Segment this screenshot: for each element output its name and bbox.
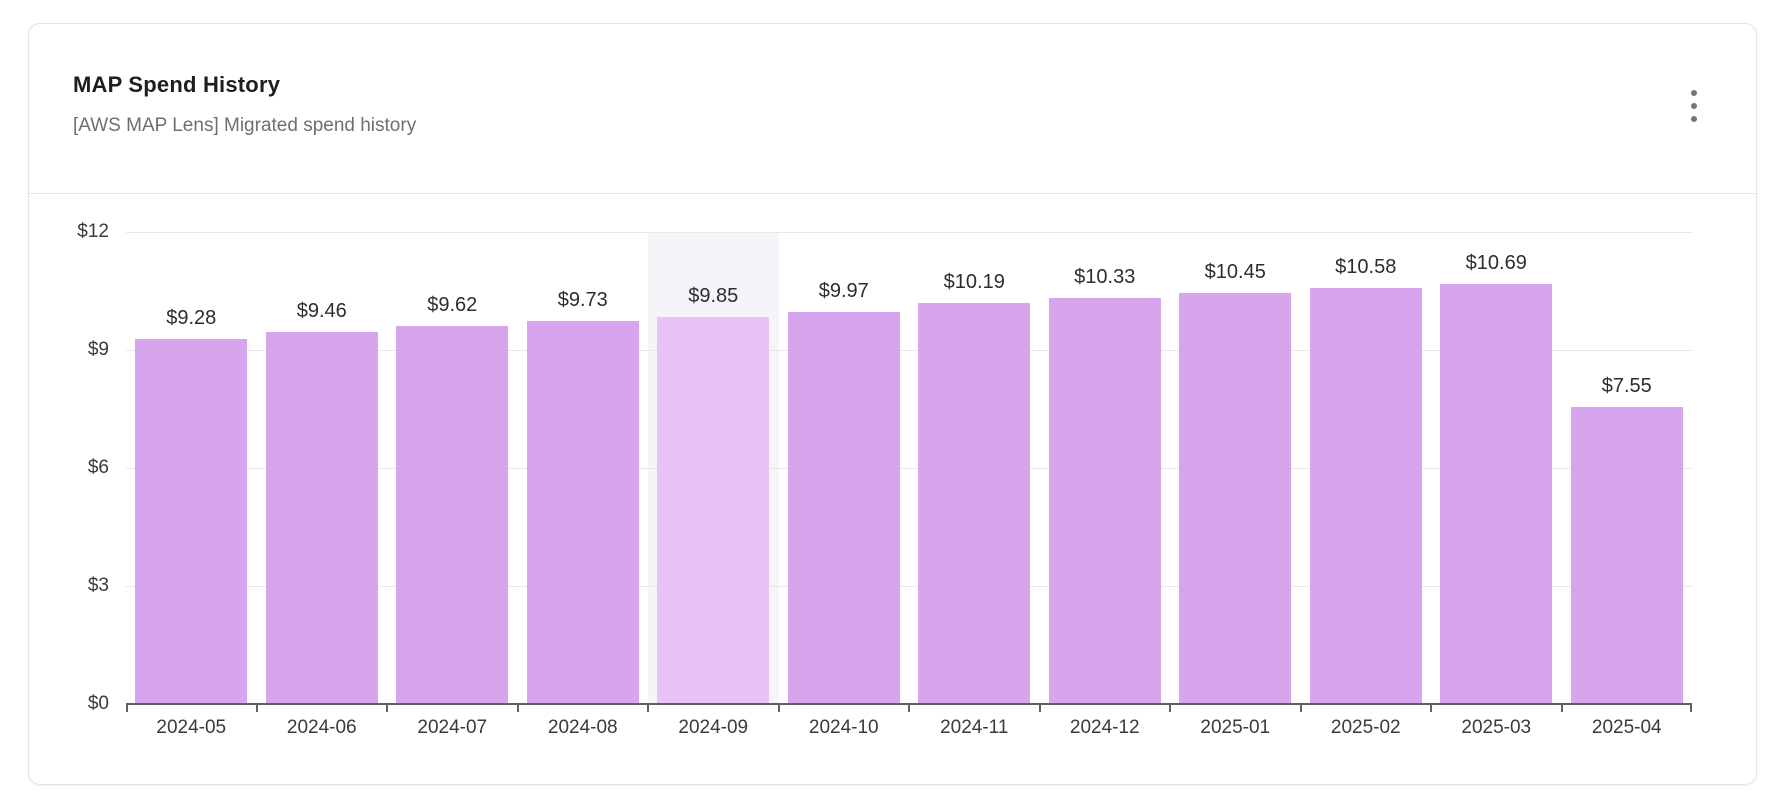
x-axis-label-2024-08: 2024-08 bbox=[547, 717, 618, 738]
x-axis-label-2024-07: 2024-07 bbox=[417, 717, 488, 738]
spend-history-bar-chart: $0 $3 $6 $9 $12 $9.28 2024-05 $9.46 2024-06 $9.62… bbox=[29, 24, 1756, 784]
card-title: MAP Spend History bbox=[73, 72, 281, 97]
bar-2024-09[interactable] bbox=[657, 316, 770, 704]
bar-2024-10[interactable] bbox=[787, 311, 900, 704]
x-axis-tick bbox=[255, 704, 258, 712]
x-axis-tick bbox=[516, 704, 519, 712]
x-axis-label-2024-10: 2024-10 bbox=[808, 717, 879, 738]
bar-2024-12[interactable] bbox=[1048, 297, 1161, 704]
gridline-$9 bbox=[126, 349, 1692, 351]
x-axis-tick bbox=[1690, 704, 1692, 712]
gridline-$3 bbox=[126, 585, 1692, 587]
bar-2024-08[interactable] bbox=[526, 321, 639, 704]
bar-value-label-2024-06: $9.46 bbox=[296, 299, 347, 322]
bar-2025-02[interactable] bbox=[1309, 287, 1422, 704]
x-axis-label-2025-01: 2025-01 bbox=[1200, 717, 1271, 738]
x-axis-label-2024-12: 2024-12 bbox=[1069, 717, 1140, 738]
bar-2025-04[interactable] bbox=[1570, 407, 1683, 704]
bar-2024-07[interactable] bbox=[396, 325, 509, 704]
bar-value-label-2025-01: $10.45 bbox=[1204, 260, 1266, 283]
bar-value-label-2024-11: $10.19 bbox=[943, 271, 1005, 294]
map-spend-history-card: MAP Spend History [AWS MAP Lens] Migrate… bbox=[28, 23, 1757, 785]
bar-value-label-2025-02: $10.58 bbox=[1335, 255, 1397, 278]
bar-2024-05[interactable] bbox=[135, 338, 248, 704]
x-axis-tick bbox=[1299, 704, 1302, 712]
x-axis-tick bbox=[908, 704, 910, 712]
x-axis-tick bbox=[386, 704, 388, 712]
kebab-menu-icon bbox=[1691, 116, 1697, 122]
kebab-menu-button[interactable] bbox=[1672, 82, 1716, 130]
kebab-menu-icon bbox=[1691, 103, 1697, 109]
bar-2024-11[interactable] bbox=[918, 303, 1031, 704]
x-axis-label-2024-11: 2024-11 bbox=[940, 717, 1009, 738]
x-axis-tick bbox=[1169, 704, 1171, 712]
bar-value-label-2025-04: $7.55 bbox=[1601, 375, 1652, 398]
bar-2025-01[interactable] bbox=[1179, 292, 1292, 704]
kebab-menu-icon bbox=[1691, 90, 1697, 96]
bar-value-label-2025-03: $10.69 bbox=[1465, 251, 1527, 274]
x-axis-label-2025-04: 2025-04 bbox=[1591, 717, 1662, 738]
y-axis-tick-label: $3 bbox=[87, 575, 109, 596]
y-axis-tick-label: $0 bbox=[87, 693, 109, 714]
bar-value-label-2024-05: $9.28 bbox=[166, 306, 217, 329]
y-axis-tick-label: $9 bbox=[87, 339, 109, 360]
x-axis-tick bbox=[126, 704, 128, 712]
x-axis-label-2025-02: 2025-02 bbox=[1330, 717, 1401, 738]
bar-value-label-2024-10: $9.97 bbox=[818, 279, 869, 302]
x-axis-tick bbox=[777, 704, 780, 712]
header-divider bbox=[29, 193, 1756, 194]
gridline-$12 bbox=[126, 231, 1692, 233]
x-axis-label-2025-03: 2025-03 bbox=[1461, 717, 1532, 738]
x-axis-tick bbox=[1430, 704, 1432, 712]
x-axis-tick bbox=[647, 704, 649, 712]
gridline-$6 bbox=[126, 467, 1692, 469]
x-axis-tick bbox=[1038, 704, 1041, 712]
y-axis-tick-label: $6 bbox=[87, 457, 109, 478]
bar-2025-03[interactable] bbox=[1440, 283, 1553, 704]
x-axis-label-2024-09: 2024-09 bbox=[678, 717, 749, 738]
bar-value-label-2024-07: $9.62 bbox=[427, 293, 478, 316]
bar-2024-06[interactable] bbox=[265, 331, 378, 704]
x-axis-tick bbox=[1560, 704, 1563, 712]
y-axis-tick-label: $12 bbox=[77, 221, 109, 242]
x-axis-label-2024-06: 2024-06 bbox=[286, 717, 357, 738]
card-subtitle: [AWS MAP Lens] Migrated spend history bbox=[73, 115, 417, 136]
bar-value-label-2024-12: $10.33 bbox=[1074, 265, 1136, 288]
bar-value-label-2024-09: $9.85 bbox=[688, 284, 739, 307]
x-axis-label-2024-05: 2024-05 bbox=[156, 717, 227, 738]
bar-value-label-2024-08: $9.73 bbox=[557, 289, 608, 312]
